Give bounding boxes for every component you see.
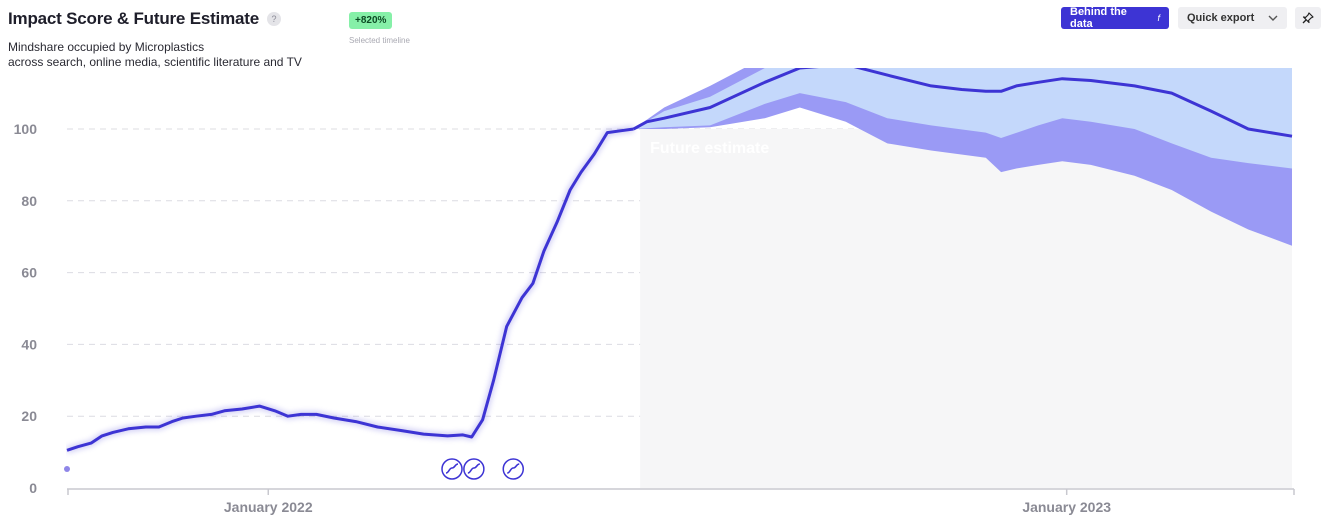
behind-the-data-label: Behind the data bbox=[1070, 6, 1127, 30]
forecast-inner-band bbox=[633, 68, 1292, 169]
info-f-icon: f bbox=[1157, 13, 1160, 23]
pin-button[interactable] bbox=[1295, 7, 1321, 29]
event-marker-circle bbox=[463, 458, 485, 480]
y-tick-label-0: 0 bbox=[29, 480, 37, 496]
chart-subtitle: Mindshare occupied by Microplastics acro… bbox=[8, 40, 302, 70]
y-tick-label-20: 20 bbox=[21, 408, 37, 424]
y-tick-label-100: 100 bbox=[14, 121, 38, 137]
event-marker-icon-1 bbox=[463, 458, 485, 480]
behind-the-data-button[interactable]: Behind the data f bbox=[1061, 6, 1169, 30]
x-tick-label-0: January 2022 bbox=[224, 499, 313, 515]
subtitle-line-2: across search, online media, scientific … bbox=[8, 55, 302, 69]
chevron-down-icon bbox=[1268, 15, 1278, 21]
x-tick-label-1: January 2023 bbox=[1022, 499, 1111, 515]
event-marker-trend bbox=[445, 463, 459, 474]
event-marker-circle bbox=[502, 458, 524, 480]
history-line-glow bbox=[66, 126, 635, 454]
quick-export-label: Quick export bbox=[1187, 12, 1255, 24]
change-badge: +820% bbox=[349, 12, 393, 29]
quick-export-button[interactable]: Quick export bbox=[1178, 7, 1287, 29]
forecast-median-line bbox=[632, 68, 1293, 138]
pin-icon bbox=[1302, 12, 1314, 24]
chart-header: Impact Score & Future Estimate ? bbox=[8, 9, 281, 29]
history-line bbox=[66, 127, 634, 452]
event-marker-trend bbox=[467, 463, 481, 474]
event-marker-trend bbox=[507, 463, 520, 474]
chart-title: Impact Score & Future Estimate bbox=[8, 9, 259, 28]
help-icon[interactable]: ? bbox=[266, 12, 281, 26]
y-tick-label-80: 80 bbox=[21, 193, 37, 209]
change-caption: Selected timeline bbox=[349, 36, 410, 45]
y-tick-label-60: 60 bbox=[21, 265, 37, 281]
event-marker-edge bbox=[64, 466, 70, 472]
future-estimate-label: Future estimate bbox=[650, 140, 769, 157]
event-marker-icon-2 bbox=[502, 458, 524, 480]
subtitle-line-1: Mindshare occupied by Microplastics bbox=[8, 40, 205, 54]
timeline-change: +820% Selected timeline bbox=[349, 10, 410, 45]
event-marker-icon-0 bbox=[441, 458, 463, 480]
event-marker-circle bbox=[441, 458, 463, 480]
y-tick-label-40: 40 bbox=[21, 336, 37, 352]
